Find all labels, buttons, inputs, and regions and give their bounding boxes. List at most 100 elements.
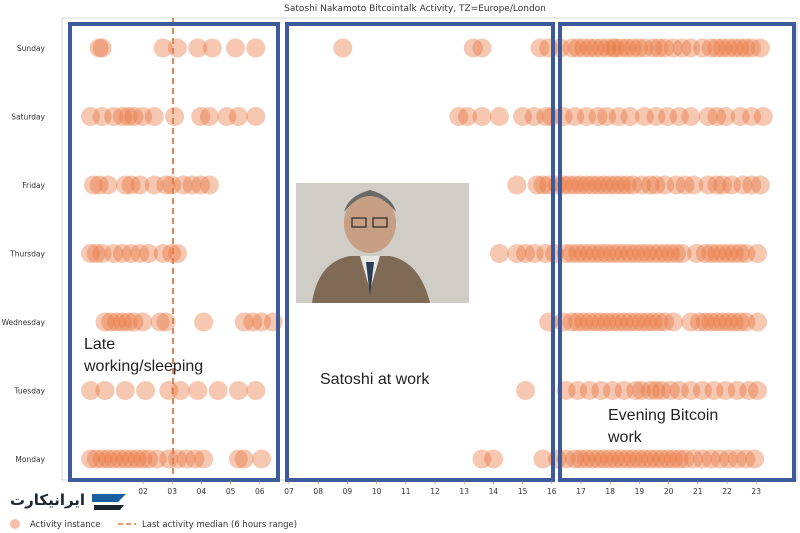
activity-point-tuesday-4 (159, 381, 179, 400)
activity-point-thursday-6 (130, 244, 150, 263)
activity-point-sunday-18 (585, 38, 605, 58)
annotation-work: Satoshi at work (320, 371, 430, 388)
activity-point-sunday-9 (463, 38, 483, 58)
activity-point-saturday-1 (92, 107, 112, 126)
activity-point-saturday-7 (144, 107, 164, 126)
watermark-logo (8, 486, 133, 516)
activity-point-monday-34 (617, 449, 637, 469)
activity-point-saturday-4 (118, 107, 138, 126)
activity-point-tuesday-19 (640, 381, 660, 400)
activity-point-sunday-38 (719, 38, 738, 58)
activity-point-tuesday-0 (81, 381, 100, 400)
activity-point-sunday-3 (168, 38, 187, 58)
activity-point-monday-15 (185, 449, 205, 469)
x-label-13: 13 (459, 487, 469, 496)
activity-point-thursday-26 (608, 244, 628, 263)
region-box-0 (68, 22, 280, 482)
activity-point-monday-17 (228, 449, 248, 469)
x-axis-labels: 02 03 04 05 06 07 08 09 10 11 12 13 14 15 16 17 18 19 20 21… (138, 480, 761, 496)
activity-point-monday-10 (139, 449, 158, 469)
activity-point-wednesday-28 (632, 312, 651, 332)
activity-point-monday-36 (629, 449, 649, 469)
annotation-late-line2: working/sleeping (83, 358, 203, 375)
activity-point-thursday-4 (112, 244, 132, 263)
activity-point-saturday-30 (646, 107, 666, 126)
activity-point-tuesday-26 (704, 381, 724, 400)
activity-point-wednesday-32 (655, 312, 675, 332)
activity-point-wednesday-38 (707, 312, 727, 332)
activity-point-saturday-8 (165, 107, 185, 126)
activity-point-sunday-16 (574, 38, 593, 58)
x-label-16: 16 (547, 487, 557, 496)
activity-point-thursday-43 (719, 244, 738, 263)
activity-point-friday-4 (121, 175, 141, 195)
legend-circle-marker (10, 519, 20, 529)
activity-point-tuesday-24 (681, 381, 701, 400)
activity-point-thursday-34 (655, 244, 675, 263)
activity-point-sunday-32 (672, 38, 692, 58)
activity-point-sunday-42 (742, 38, 762, 58)
activity-point-saturday-36 (716, 107, 736, 126)
activity-point-wednesday-21 (591, 312, 611, 332)
activity-point-friday-13 (507, 175, 527, 195)
activity-point-monday-44 (675, 449, 695, 469)
activity-point-friday-15 (533, 175, 553, 195)
activity-point-wednesday-36 (695, 312, 715, 332)
activity-point-tuesday-3 (136, 381, 156, 400)
y-label-sunday: Sunday (17, 44, 46, 53)
activity-point-thursday-19 (568, 244, 588, 263)
y-label-monday: Monday (15, 455, 45, 464)
x-label-18: 18 (605, 487, 615, 496)
activity-point-saturday-24 (576, 107, 596, 126)
activity-point-wednesday-9 (194, 312, 214, 332)
activity-point-sunday-24 (617, 38, 637, 58)
activity-point-thursday-38 (687, 244, 707, 263)
activity-point-sunday-21 (603, 38, 622, 58)
activity-point-sunday-29 (649, 38, 669, 58)
activity-point-monday-38 (640, 449, 660, 469)
annotation-evening: Evening Bitcoin work (607, 407, 723, 446)
activity-point-monday-51 (736, 449, 756, 469)
activity-point-saturday-34 (698, 107, 718, 126)
region-boxes (68, 22, 796, 482)
activity-point-monday-14 (176, 449, 196, 469)
activity-point-sunday-35 (701, 38, 721, 58)
activity-point-saturday-15 (458, 107, 477, 126)
y-label-thursday: Thursday (9, 250, 45, 259)
activity-point-thursday-2 (92, 244, 112, 263)
activity-point-friday-32 (640, 175, 660, 195)
x-label-19: 19 (635, 487, 645, 496)
x-label-21: 21 (693, 487, 703, 496)
activity-point-monday-33 (611, 449, 631, 469)
x-label-20: 20 (664, 487, 674, 496)
activity-point-wednesday-22 (597, 312, 617, 332)
portrait-photo (296, 183, 469, 303)
activity-point-wednesday-20 (585, 312, 605, 332)
activity-point-friday-26 (600, 175, 620, 195)
activity-point-monday-49 (719, 449, 738, 469)
activity-point-friday-14 (527, 175, 547, 195)
activity-point-monday-27 (576, 449, 596, 469)
activity-point-wednesday-44 (748, 312, 767, 332)
activity-point-sunday-39 (724, 38, 744, 58)
activity-point-wednesday-34 (681, 312, 701, 332)
activity-point-wednesday-12 (252, 312, 272, 332)
activity-point-sunday-27 (634, 38, 654, 58)
annotation-late-line1: Late (84, 336, 115, 353)
activity-point-friday-12 (199, 175, 219, 195)
activity-point-thursday-29 (626, 244, 646, 263)
activity-point-friday-41 (721, 175, 741, 195)
activity-point-monday-46 (692, 449, 712, 469)
activity-point-friday-2 (98, 175, 118, 195)
activity-point-tuesday-2 (115, 381, 135, 400)
y-axis-labels: Sunday Saturday Friday Thursday Wednesday Tue… (2, 44, 46, 464)
activity-point-wednesday-30 (643, 312, 663, 332)
activity-point-friday-38 (698, 175, 718, 195)
activity-point-sunday-14 (562, 38, 582, 58)
activity-point-monday-26 (571, 449, 591, 469)
activity-point-monday-16 (194, 449, 214, 469)
activity-point-friday-40 (713, 175, 733, 195)
activity-point-monday-18 (234, 449, 254, 469)
activity-point-monday-1 (86, 449, 106, 469)
